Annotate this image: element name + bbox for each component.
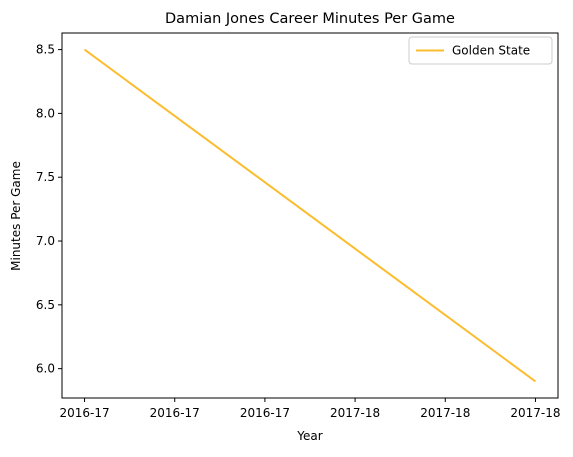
x-tick-label: 2017-18	[420, 406, 470, 420]
plot-frame	[61, 32, 559, 399]
y-tick-label: 8.0	[36, 106, 55, 120]
y-axis: 6.0 6.5 7.0 7.5 8.0 8.5	[36, 43, 62, 376]
y-tick-label: 6.5	[36, 298, 55, 312]
y-tick-label: 6.0	[36, 362, 55, 376]
plot-area	[61, 32, 559, 399]
x-tick-label: 2016-17	[59, 406, 109, 420]
x-axis: 2016-17 2016-17 2016-17 2017-18 2017-18 2017-…	[59, 398, 561, 420]
legend: Golden State	[408, 36, 553, 65]
chart-title: Damian Jones Career Minutes Per Game	[165, 11, 455, 27]
x-tick-label: 2016-17	[150, 406, 200, 420]
x-tick-label: 2017-18	[510, 406, 560, 420]
y-tick-label: 8.5	[36, 43, 55, 57]
x-tick-label: 2016-17	[240, 406, 290, 420]
series-layer	[83, 48, 537, 383]
x-tick-label: 2017-18	[330, 406, 380, 420]
series-line	[83, 48, 537, 383]
y-tick-label: 7.0	[36, 234, 55, 248]
legend-label: Golden State	[452, 44, 530, 58]
y-tick-label: 7.5	[36, 170, 55, 184]
legend-box	[408, 36, 553, 65]
x-axis-label: Year	[296, 429, 322, 443]
y-axis-label: Minutes Per Game	[9, 161, 23, 271]
